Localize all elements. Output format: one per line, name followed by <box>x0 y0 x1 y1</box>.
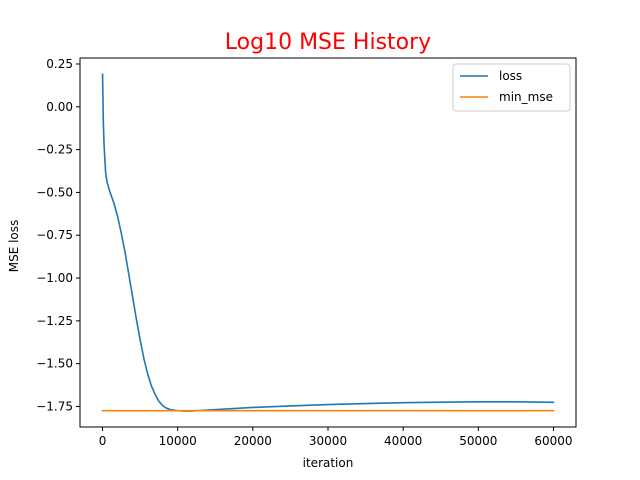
x-tick-label: 10000 <box>159 434 197 448</box>
chart-title: Log10 MSE History <box>225 30 431 55</box>
y-tick-label: −0.25 <box>36 143 73 157</box>
legend-label-min-mse: min_mse <box>499 90 553 104</box>
x-axis-label: iteration <box>303 456 354 470</box>
x-tick-label: 0 <box>99 434 107 448</box>
x-axis: 0 10000 20000 30000 40000 50000 60000 <box>99 427 573 448</box>
y-tick-label: 0.25 <box>46 57 73 71</box>
x-tick-label: 30000 <box>309 434 347 448</box>
y-axis: 0.25 0.00 −0.25 −0.50 −0.75 −1.00 −1.25 −1.50 −1… <box>36 57 80 413</box>
plot-frame <box>79 57 577 428</box>
x-tick-label: 20000 <box>234 434 272 448</box>
series-line-loss <box>101 73 555 412</box>
y-tick-label: −1.25 <box>36 314 73 328</box>
x-tick-label: 60000 <box>534 434 572 448</box>
y-tick-label: −0.75 <box>36 228 73 242</box>
y-tick-label: 0.00 <box>46 100 73 114</box>
x-tick-label: 40000 <box>384 434 422 448</box>
legend-label-loss: loss <box>499 69 522 83</box>
y-tick-label: −1.00 <box>36 271 73 285</box>
y-tick-label: −1.50 <box>36 357 73 371</box>
x-tick-label: 50000 <box>459 434 497 448</box>
y-tick-label: −0.50 <box>36 185 73 199</box>
legend: loss min_mse <box>452 63 571 112</box>
plot-area <box>79 57 577 428</box>
y-tick-label: −1.75 <box>36 399 73 413</box>
series-layer <box>101 73 555 412</box>
y-axis-label: MSE loss <box>7 220 21 273</box>
